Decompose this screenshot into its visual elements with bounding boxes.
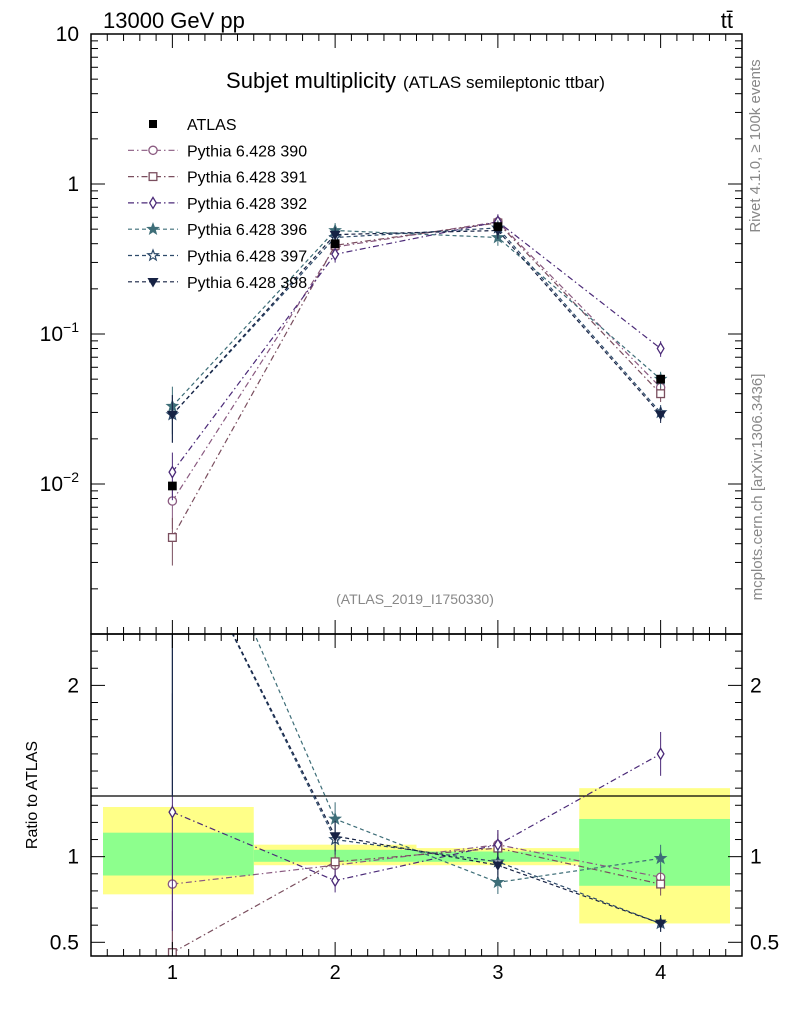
y-tick-base: 10 (40, 473, 63, 496)
series-point (331, 247, 340, 262)
main-panel: Subjet multiplicity (ATLAS semileptonic … (40, 23, 743, 635)
ratio-line-2 (172, 847, 661, 954)
y-tick-base: 1 (67, 173, 79, 196)
process-label: tt̄ (721, 8, 733, 33)
legend-marker (146, 248, 160, 262)
ratio-y-tick-label-left: 2 (67, 674, 79, 697)
data-point (330, 239, 340, 249)
legend-label: Pythia 6.428 396 (187, 222, 307, 239)
series-point (166, 410, 178, 421)
data-point (168, 481, 177, 491)
ratio-point (653, 851, 668, 865)
y-tick-exponent: −2 (63, 469, 79, 485)
y-tick-exponent: −1 (63, 319, 79, 335)
series-line-2 (171, 222, 662, 538)
series-line-6 (171, 229, 662, 416)
y-tick-label: 1 (67, 173, 79, 196)
ratio-point (491, 875, 505, 889)
series-point (656, 341, 665, 356)
series-point (168, 465, 177, 479)
y-tick-base: 10 (40, 323, 63, 346)
legend-marker (148, 172, 158, 182)
rivet-version-label: Rivet 4.1.0, ≥ 100k events (747, 59, 764, 232)
legend-label: Pythia 6.428 391 (187, 170, 307, 187)
legend-marker (147, 278, 159, 288)
x-tick-label: 4 (655, 962, 666, 984)
ratio-line-1 (172, 844, 661, 885)
ratio-line-6 (232, 634, 661, 925)
ratio-y-tick-label-right: 1 (750, 846, 762, 869)
ratio-y-tick-label-left: 1 (67, 846, 79, 869)
ratio-y-tick-label-left: 0.5 (50, 931, 79, 954)
x-tick-label: 3 (492, 962, 503, 984)
ratio-band-inner (579, 818, 730, 886)
y-tick-base: 10 (56, 23, 79, 46)
legend-marker (148, 196, 158, 210)
series-line-4 (171, 229, 661, 407)
ratio-y-tick-label-right: 2 (750, 674, 762, 697)
y-tick-label: 10−2 (40, 469, 80, 496)
energy-label: 13000 GeV pp (103, 8, 245, 33)
ratio-point (656, 747, 665, 761)
chart-title: Subjet multiplicity (226, 68, 396, 93)
legend-marker (148, 145, 158, 156)
analysis-id-label: (ATLAS_2019_I1750330) (336, 591, 494, 607)
ratio-point (329, 832, 341, 842)
ratio-band-inner (103, 832, 254, 876)
series-point (656, 389, 666, 399)
ratio-point (330, 857, 340, 867)
legend-marker (146, 221, 160, 236)
series-point (655, 410, 667, 421)
ratio-point (492, 861, 504, 871)
ratio-y-tick-label-right: 0.5 (750, 931, 779, 954)
y-tick-label: 10 (56, 23, 79, 46)
ratio-line-3 (172, 753, 661, 882)
legend-label: Pythia 6.428 397 (187, 249, 307, 266)
legend-label-atlas: ATLAS (187, 117, 237, 134)
ratio-point (168, 805, 177, 819)
ratio-point (655, 919, 667, 930)
ratio-y-axis-label: Ratio to ATLAS (24, 741, 41, 849)
series-point (329, 230, 341, 241)
x-tick-label: 1 (167, 962, 178, 984)
legend-label: Pythia 6.428 390 (187, 143, 307, 160)
data-point (493, 222, 503, 231)
legend: ATLAS Pythia 6.428 390 Pythia 6.428 391 Pyt… (128, 117, 307, 292)
mcplots-label: mcplots.cern.ch [arXiv:1306.3436] (749, 374, 766, 601)
y-tick-label: 10−1 (40, 319, 80, 346)
chart-subtitle: (ATLAS semileptonic ttbar) (403, 73, 605, 92)
series-point (167, 532, 177, 542)
ratio-point (656, 879, 666, 889)
data-point (656, 374, 665, 384)
series-line-3 (171, 221, 661, 473)
ratio-point (331, 873, 340, 888)
series-line-1 (171, 221, 662, 502)
legend-label: Pythia 6.428 392 (187, 196, 307, 213)
ratio-panel: 0.5 0.5 1 1 2 2 Ratio to ATLAS (24, 633, 779, 957)
legend-label: Pythia 6.428 398 (187, 275, 307, 292)
legend-marker-atlas (149, 120, 157, 128)
x-tick-label: 2 (330, 962, 341, 984)
